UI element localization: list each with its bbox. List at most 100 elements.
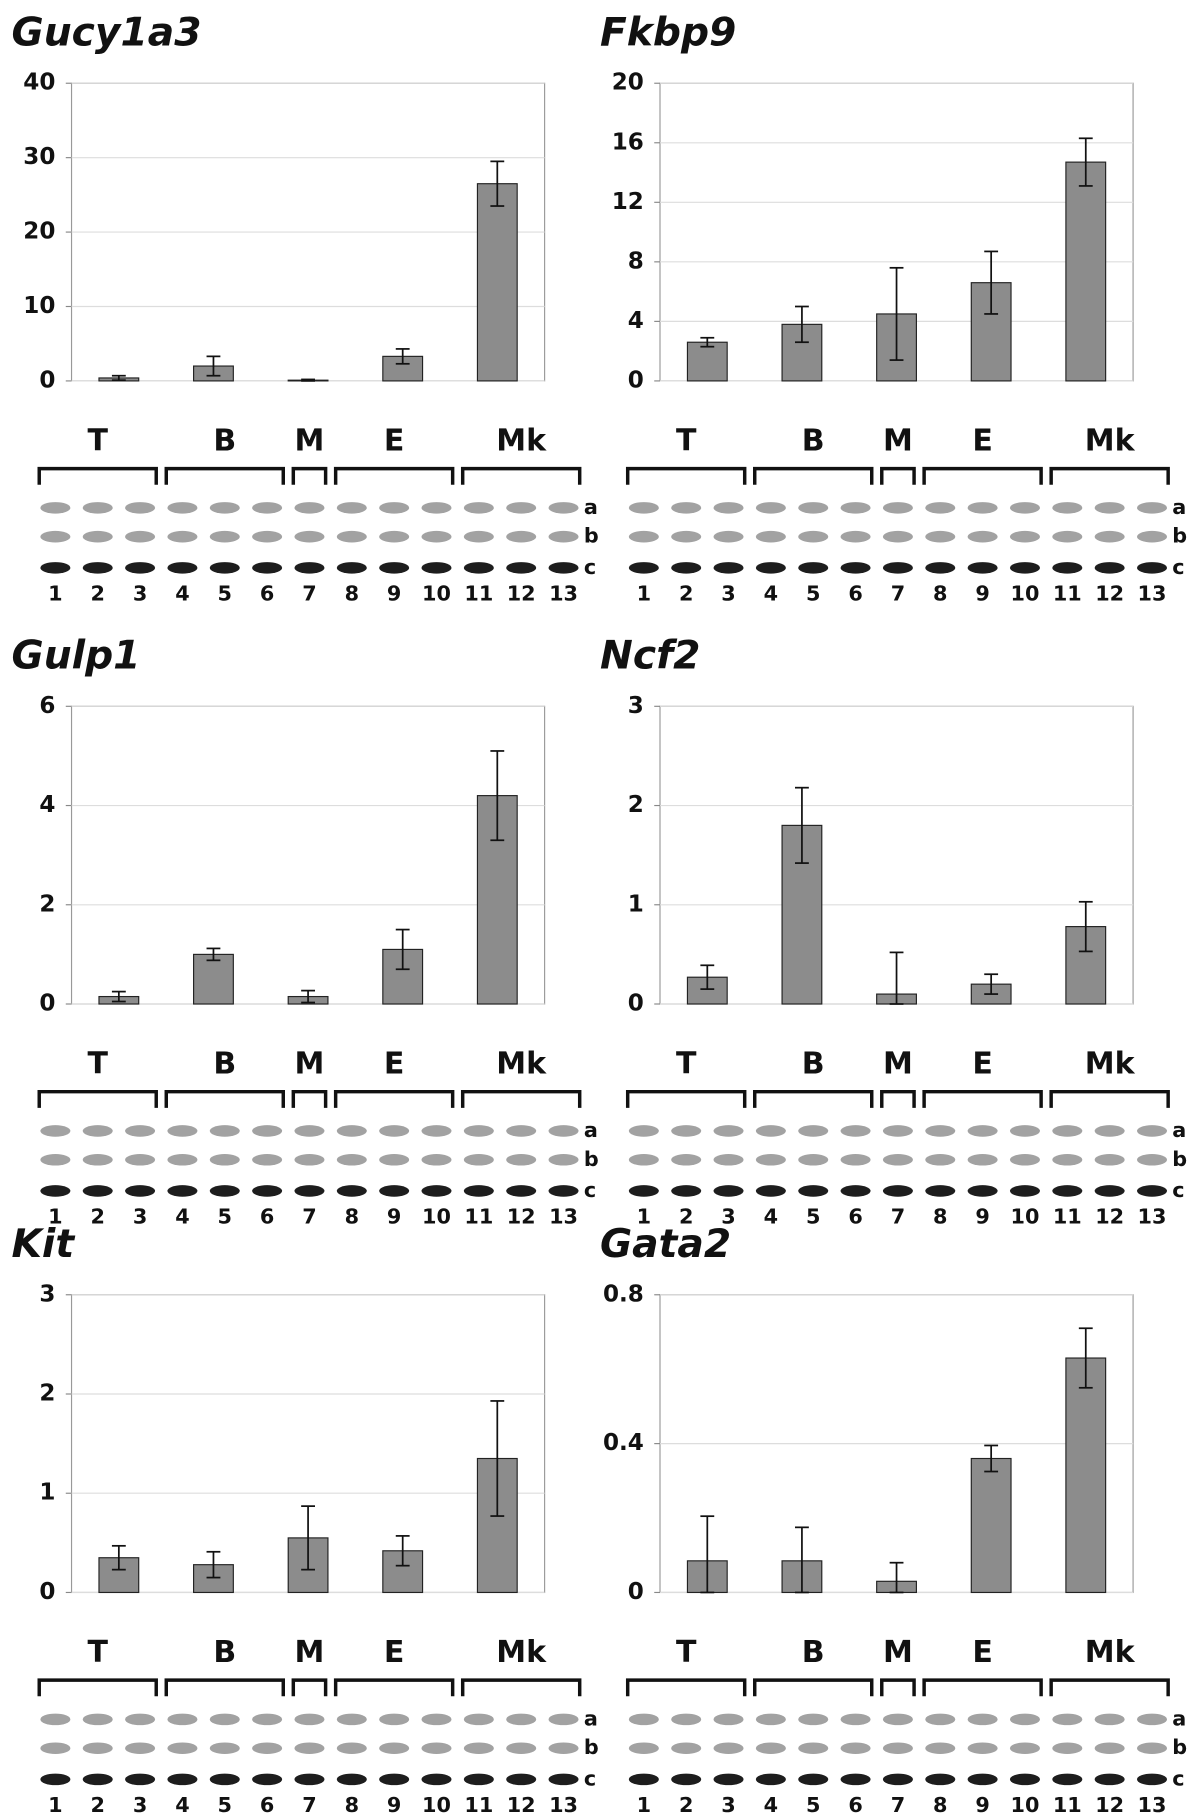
lane-number: 3 [721, 1204, 735, 1228]
gel-band [463, 1154, 494, 1166]
gel-band [798, 1713, 829, 1726]
band-label: c [584, 555, 596, 579]
gel-band [1052, 1154, 1083, 1166]
group-label: M [295, 424, 325, 459]
gel-band [167, 1125, 198, 1137]
gel-band [713, 1713, 744, 1726]
lane-bracket [37, 1089, 158, 1108]
gel-band [755, 1742, 786, 1754]
gel-band [294, 1713, 325, 1726]
gel-band [463, 1742, 494, 1754]
group-label: M [295, 1635, 325, 1670]
lane-number: 5 [218, 581, 232, 605]
gel-band [167, 1154, 198, 1166]
gel-band [548, 1713, 579, 1726]
group-label: T [676, 1635, 697, 1670]
gel-band [421, 1125, 452, 1137]
gel-band [252, 562, 283, 574]
gel-band [209, 1713, 240, 1726]
lane-number: 1 [637, 581, 651, 605]
error-bar [795, 786, 809, 864]
lane-number: 2 [91, 1204, 105, 1228]
gel-band [548, 1154, 579, 1166]
band-label: a [584, 1706, 598, 1730]
gel-band [252, 502, 283, 514]
gel-band [1009, 530, 1040, 543]
lane-bracket [1049, 1089, 1170, 1108]
gel-band [755, 1125, 786, 1137]
gel-band [671, 562, 702, 574]
lane-number: 12 [507, 581, 536, 605]
gel-band [967, 502, 998, 514]
lane-number: 10 [422, 1793, 451, 1813]
band-label: a [1172, 495, 1186, 519]
lane-number: 8 [345, 581, 359, 605]
lane-number: 6 [848, 581, 862, 605]
gel-band [798, 562, 829, 574]
lane-number: 6 [260, 1204, 274, 1228]
gel-band [925, 502, 956, 514]
gel-band [336, 1185, 367, 1197]
gel-band [628, 1154, 659, 1166]
group-label: T [87, 1635, 108, 1670]
lane-number: 8 [933, 581, 947, 605]
gel-band [336, 1773, 367, 1786]
group-label: B [802, 1635, 825, 1670]
group-label: B [802, 1047, 825, 1082]
gel-band [967, 530, 998, 543]
lane-bracket [922, 466, 1043, 485]
gel-band [925, 1185, 956, 1197]
gel-band [628, 1713, 659, 1726]
gel-band [506, 530, 537, 543]
lane-number: 4 [175, 1793, 189, 1813]
gel-band [671, 1773, 702, 1786]
lane-number: 6 [848, 1793, 862, 1813]
lane-number: 13 [549, 581, 578, 605]
lane-bracket [922, 1089, 1043, 1108]
lane-number: 3 [133, 581, 147, 605]
gel-band [1052, 1742, 1083, 1754]
gel-band [421, 562, 452, 574]
error-bar [301, 1505, 315, 1571]
group-label: T [676, 1047, 697, 1082]
lane-number: 8 [933, 1204, 947, 1228]
gel-band [209, 502, 240, 514]
panel-title: Gucy1a3 [12, 10, 202, 55]
gel-band [40, 502, 71, 514]
gel-band [463, 1125, 494, 1137]
gel-band [82, 1773, 113, 1786]
error-bar [490, 750, 505, 842]
lane-number: 13 [1138, 581, 1167, 605]
lane-bracket [37, 1678, 158, 1697]
lane-number: 3 [133, 1793, 147, 1813]
gel-band [713, 530, 744, 543]
lane-number: 10 [422, 1204, 451, 1228]
gel-band [506, 1713, 537, 1726]
group-label: T [87, 424, 108, 459]
gel-band [209, 562, 240, 574]
gel-band [421, 1742, 452, 1754]
error-bar [490, 1400, 505, 1517]
gel-band [336, 1742, 367, 1754]
gel-band [82, 1154, 113, 1166]
bar [1065, 1357, 1107, 1594]
gel-band [548, 1773, 579, 1786]
gel-band [294, 1125, 325, 1137]
lane-number: 1 [48, 581, 62, 605]
y-tick-label: 8 [628, 248, 644, 274]
y-tick-label: 2 [628, 792, 644, 818]
y-tick-label: 30 [23, 144, 55, 170]
bar [970, 1457, 1012, 1594]
gel-band [1137, 1742, 1167, 1754]
lane-number: 2 [91, 1793, 105, 1813]
lane-number: 12 [507, 1204, 536, 1228]
lane-number: 13 [549, 1793, 578, 1813]
gel-band [125, 1713, 156, 1726]
gel-band [1009, 1185, 1040, 1197]
gel-band [125, 1125, 156, 1137]
lane-bracket [880, 1089, 916, 1108]
gel-band [671, 1713, 702, 1726]
gel-band [421, 1713, 452, 1726]
gel-band [671, 502, 702, 514]
